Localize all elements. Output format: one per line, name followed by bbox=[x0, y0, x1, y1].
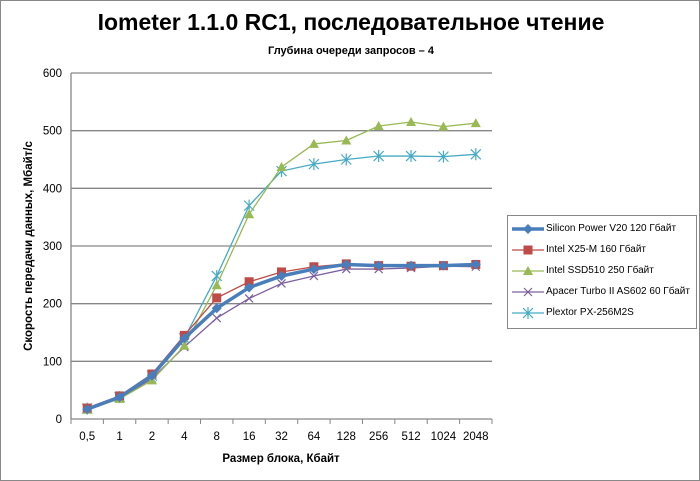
data-point-triangle bbox=[308, 138, 319, 148]
data-point-triangle bbox=[179, 340, 190, 350]
data-point-diamond bbox=[438, 260, 449, 271]
y-tick-label: 600 bbox=[43, 68, 62, 80]
data-point-x bbox=[212, 313, 222, 323]
data-point-triangle bbox=[211, 280, 222, 290]
data-point-diamond bbox=[341, 259, 352, 270]
data-point-triangle bbox=[406, 117, 417, 127]
legend-swatch-icon bbox=[512, 265, 544, 275]
series-0 bbox=[82, 259, 481, 415]
data-point-x bbox=[523, 287, 533, 296]
x-tick-label: 2048 bbox=[463, 431, 489, 443]
data-point-diamond bbox=[82, 404, 93, 415]
x-tick-label: 2 bbox=[149, 431, 155, 443]
series-line bbox=[86, 263, 476, 409]
data-point-x bbox=[244, 294, 254, 303]
legend-item: Silicon Power V20 120 Гбайт bbox=[508, 218, 696, 239]
data-point-triangle bbox=[276, 161, 287, 171]
data-point-square bbox=[523, 245, 533, 254]
legend-swatch-icon bbox=[512, 223, 544, 234]
x-tick-label: 4 bbox=[181, 431, 188, 443]
data-point-star bbox=[340, 153, 352, 166]
data-point-star bbox=[437, 150, 449, 163]
data-point-diamond bbox=[146, 370, 157, 381]
legend-label: Intel SSD510 250 Гбайт bbox=[546, 265, 654, 276]
data-point-diamond bbox=[406, 260, 417, 271]
data-point-star bbox=[522, 306, 534, 319]
data-point-star bbox=[308, 158, 320, 171]
data-point-triangle bbox=[470, 118, 481, 128]
x-tick-label: 32 bbox=[275, 431, 288, 443]
x-tick-label: 1 bbox=[116, 431, 122, 443]
data-point-x bbox=[309, 271, 319, 281]
data-point-square bbox=[244, 277, 254, 287]
y-axis-label: Скорость передачи данных, Мбайт/с bbox=[23, 141, 35, 351]
series-1 bbox=[82, 259, 481, 413]
legend-swatch-icon bbox=[512, 245, 544, 254]
legend-label: Silicon Power V20 120 Гбайт bbox=[546, 223, 677, 234]
data-point-square bbox=[212, 293, 222, 303]
x-tick-label: 64 bbox=[307, 431, 320, 443]
data-point-triangle bbox=[244, 209, 255, 219]
data-point-diamond bbox=[276, 270, 287, 281]
x-tick-label: 256 bbox=[369, 431, 388, 443]
data-point-diamond bbox=[179, 333, 190, 344]
data-point-x bbox=[277, 279, 286, 288]
data-point-diamond bbox=[114, 392, 125, 403]
x-tick-label: 128 bbox=[337, 431, 356, 443]
y-tick-label: 500 bbox=[43, 126, 62, 138]
legend-label: Intel X25-M 160 Гбайт bbox=[546, 244, 647, 255]
data-point-triangle bbox=[438, 121, 449, 131]
chart-title: Iometer 1.1.0 RC1, последовательное чтен… bbox=[97, 9, 605, 35]
y-tick-label: 400 bbox=[43, 183, 62, 195]
data-point-star bbox=[373, 150, 385, 163]
y-tick-label: 0 bbox=[56, 414, 62, 426]
legend-item: Intel X25-M 160 Гбайт bbox=[508, 239, 696, 260]
data-point-diamond bbox=[211, 303, 222, 314]
legend-swatch-icon bbox=[512, 306, 544, 319]
series-3 bbox=[82, 261, 481, 414]
legend: Silicon Power V20 120 Гбайт Intel X25-M 1… bbox=[507, 215, 697, 329]
data-point-star bbox=[405, 150, 417, 163]
y-tick-label: 100 bbox=[43, 356, 62, 368]
y-tick-label: 200 bbox=[43, 299, 62, 311]
series-line bbox=[86, 153, 476, 410]
data-point-triangle bbox=[341, 135, 352, 145]
chart-subtitle: Глубина очереди запросов – 4 bbox=[268, 45, 434, 57]
x-tick-label: 8 bbox=[214, 431, 220, 443]
data-point-diamond bbox=[470, 259, 481, 270]
data-point-triangle bbox=[373, 121, 384, 131]
series-line bbox=[86, 265, 476, 410]
legend-item: Intel SSD510 250 Гбайт bbox=[508, 260, 696, 281]
data-point-star bbox=[470, 148, 482, 161]
legend-label: Apacer Turbo II AS602 60 Гбайт bbox=[546, 286, 690, 297]
x-axis-label: Размер блока, Кбайт bbox=[222, 453, 340, 465]
data-point-diamond bbox=[308, 264, 319, 275]
legend-label: Plextor PX-256M2S bbox=[546, 307, 634, 318]
data-point-diamond bbox=[373, 260, 384, 271]
legend-item: Plextor PX-256M2S bbox=[508, 302, 696, 323]
legend-item: Apacer Turbo II AS602 60 Гбайт bbox=[508, 281, 696, 302]
data-point-diamond bbox=[523, 223, 533, 234]
x-tick-label: 1024 bbox=[431, 431, 457, 443]
series-line bbox=[86, 262, 476, 411]
x-tick-label: 512 bbox=[401, 431, 420, 443]
x-tick-label: 0,5 bbox=[79, 431, 95, 443]
data-point-diamond bbox=[244, 282, 255, 293]
x-tick-label: 16 bbox=[243, 431, 256, 443]
y-tick-label: 300 bbox=[43, 241, 62, 253]
data-point-triangle bbox=[523, 265, 533, 275]
legend-swatch-icon bbox=[512, 287, 544, 296]
